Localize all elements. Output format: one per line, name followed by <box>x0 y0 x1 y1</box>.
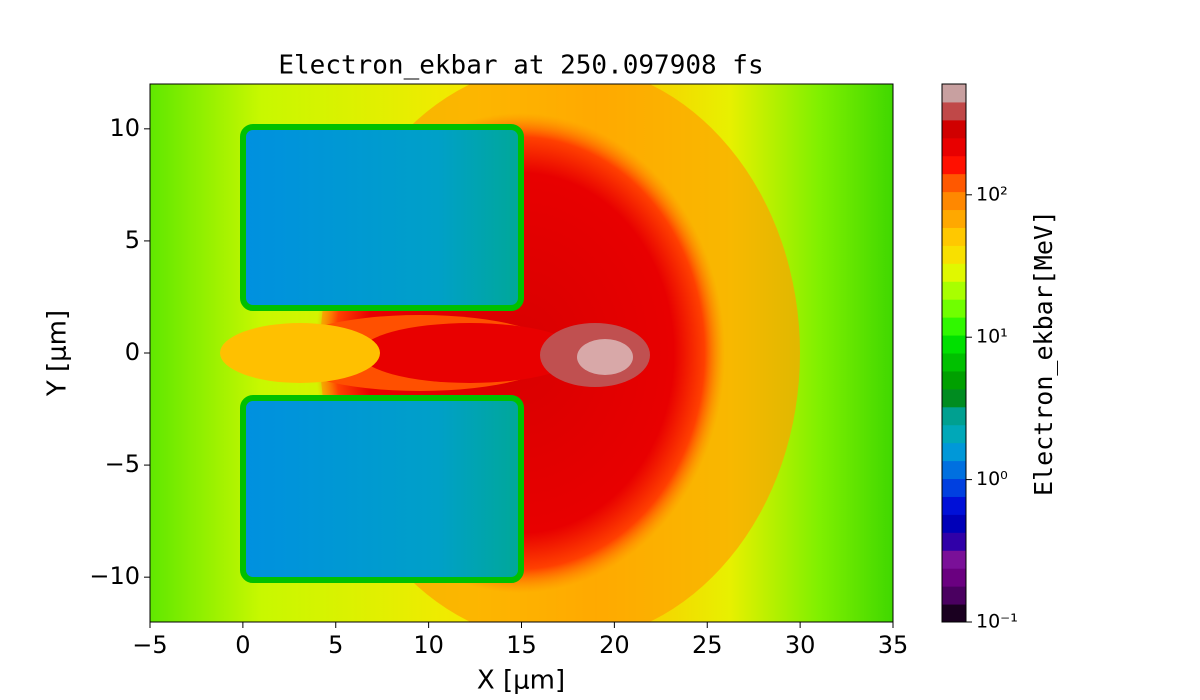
colorbar-band <box>942 604 966 623</box>
colorbar-band <box>942 353 966 372</box>
x-tick-label: 15 <box>506 631 537 659</box>
colorbar-band <box>942 155 966 175</box>
colorbar-band <box>942 496 966 515</box>
colorbar-band <box>942 173 966 193</box>
colorbar-band <box>942 335 966 354</box>
x-tick-label: 25 <box>692 631 723 659</box>
colorbar-band <box>942 263 966 282</box>
colorbar-tick-label: 10⁰ <box>976 468 1008 490</box>
colorbar-band <box>942 281 966 300</box>
y-tick-label: −5 <box>105 450 140 478</box>
colorbar-band <box>942 299 966 318</box>
x-tick-label: 20 <box>599 631 630 659</box>
colorbar-band <box>942 550 966 569</box>
x-tick-label: 35 <box>878 631 909 659</box>
colorbar-band <box>942 478 966 497</box>
y-tick-label: −10 <box>89 562 140 590</box>
y-tick-label: 0 <box>125 338 140 366</box>
colorbar-band <box>942 101 966 121</box>
colorbar-band <box>942 586 966 605</box>
colorbar-band <box>942 245 966 264</box>
colorbar-band <box>942 388 966 408</box>
colorbar-tick-label: 10¹ <box>976 326 1008 348</box>
chart-title: Electron_ekbar at 250.097908 fs <box>278 51 763 81</box>
colorbar-band <box>942 514 966 533</box>
colorbar-band <box>942 137 966 157</box>
colorbar-band <box>942 406 966 426</box>
colorbar-label: Electron_ekbar[MeV] <box>1029 210 1058 496</box>
colorbar-band <box>942 317 966 336</box>
field <box>150 84 893 622</box>
y-axis-label: Y [μm] <box>43 310 73 397</box>
colorbar-band <box>942 370 966 390</box>
colorbar-band <box>942 191 966 211</box>
colorbar-band <box>942 84 966 103</box>
colorbar-band <box>942 119 966 139</box>
colorbar-band <box>942 568 966 587</box>
colorbar-tick-label: 10² <box>976 183 1008 205</box>
colorbar-band <box>942 460 966 480</box>
colorbar-band <box>942 442 966 462</box>
colorbar-band <box>942 424 966 444</box>
colorbar-band <box>942 227 966 246</box>
colorbar-tick-label: 10⁻¹ <box>976 611 1018 633</box>
x-tick-label: 0 <box>235 631 250 659</box>
x-tick-label: 30 <box>785 631 816 659</box>
x-tick-label: −5 <box>132 631 167 659</box>
colorbar-band <box>942 532 966 551</box>
x-tick-label: 5 <box>328 631 343 659</box>
x-tick-label: 10 <box>413 631 444 659</box>
y-tick-label: 5 <box>125 226 140 254</box>
colorbar-band <box>942 209 966 228</box>
y-tick-label: 10 <box>109 114 140 142</box>
x-axis-label: X [μm] <box>477 666 565 696</box>
colorbar-frame <box>941 83 967 623</box>
